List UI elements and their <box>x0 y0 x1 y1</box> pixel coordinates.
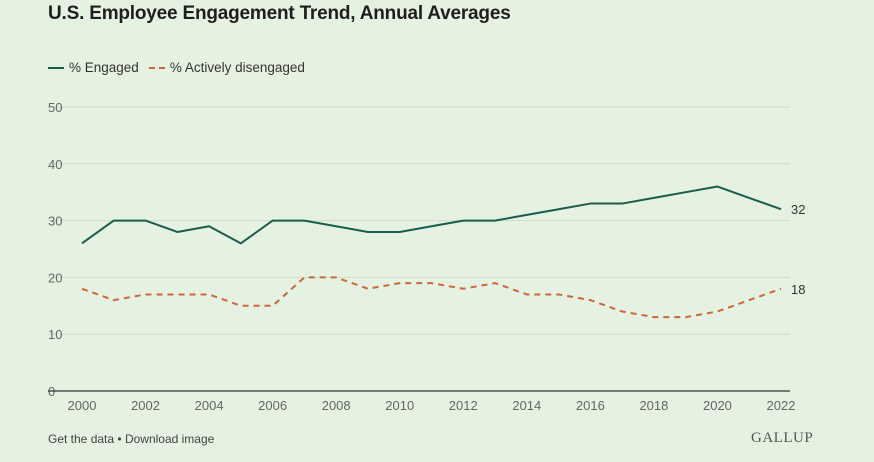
x-tick-label-2018: 2018 <box>639 398 668 413</box>
y-axis-tick-labels: 01020304050 <box>48 100 62 399</box>
chart-legend: % Engaged % Actively disengaged <box>48 60 315 75</box>
x-tick-label-2004: 2004 <box>195 398 224 413</box>
x-tick-label-2010: 2010 <box>385 398 414 413</box>
legend-label-engaged: % Engaged <box>69 60 139 75</box>
series-line-actively-disengaged <box>81 276 782 319</box>
x-tick-label-2022: 2022 <box>767 398 796 413</box>
gallup-logo: GALLUP <box>751 430 814 446</box>
x-axis-tick-labels: 2000 2002 2004 2006 2008 2010 2012 2014 2016 2018… <box>68 398 796 413</box>
x-tick-label-2014: 2014 <box>512 398 541 413</box>
series-line-engaged <box>81 185 782 245</box>
footer-separator: • <box>117 432 122 446</box>
x-tick-label-2016: 2016 <box>576 398 605 413</box>
y-tick-label-40: 40 <box>48 157 62 172</box>
footer-links: Get the data • Download image <box>48 432 214 446</box>
download-image-link[interactable]: Download image <box>124 432 215 446</box>
x-tick-label-2002: 2002 <box>131 398 160 413</box>
y-tick-label-30: 30 <box>48 214 62 229</box>
x-tick-label-2012: 2012 <box>449 398 478 413</box>
y-tick-label-10: 10 <box>48 327 62 342</box>
x-tick-label-2008: 2008 <box>322 398 351 413</box>
legend-item-disengaged: % Actively disengaged <box>148 60 305 75</box>
end-label-engaged: 32 <box>791 202 805 217</box>
legend-swatch-disengaged <box>148 66 165 69</box>
x-tick-label-2020: 2020 <box>703 398 732 413</box>
end-label-actively-disengaged: 18 <box>791 282 805 297</box>
legend-label-disengaged: % Actively disengaged <box>169 60 305 75</box>
x-tick-label-2006: 2006 <box>258 398 287 413</box>
legend-item-engaged: % Engaged <box>48 60 139 75</box>
grid-lines <box>48 106 790 335</box>
end-labels: 32 18 <box>791 202 805 297</box>
get-data-link[interactable]: Get the data <box>48 432 115 446</box>
legend-swatch-engaged <box>48 66 64 69</box>
y-tick-label-20: 20 <box>48 270 62 285</box>
series-lines <box>81 185 782 319</box>
y-tick-label-50: 50 <box>48 100 62 115</box>
chart-title: U.S. Employee Engagement Trend, Annual A… <box>48 3 511 24</box>
x-tick-label-2000: 2000 <box>68 398 97 413</box>
